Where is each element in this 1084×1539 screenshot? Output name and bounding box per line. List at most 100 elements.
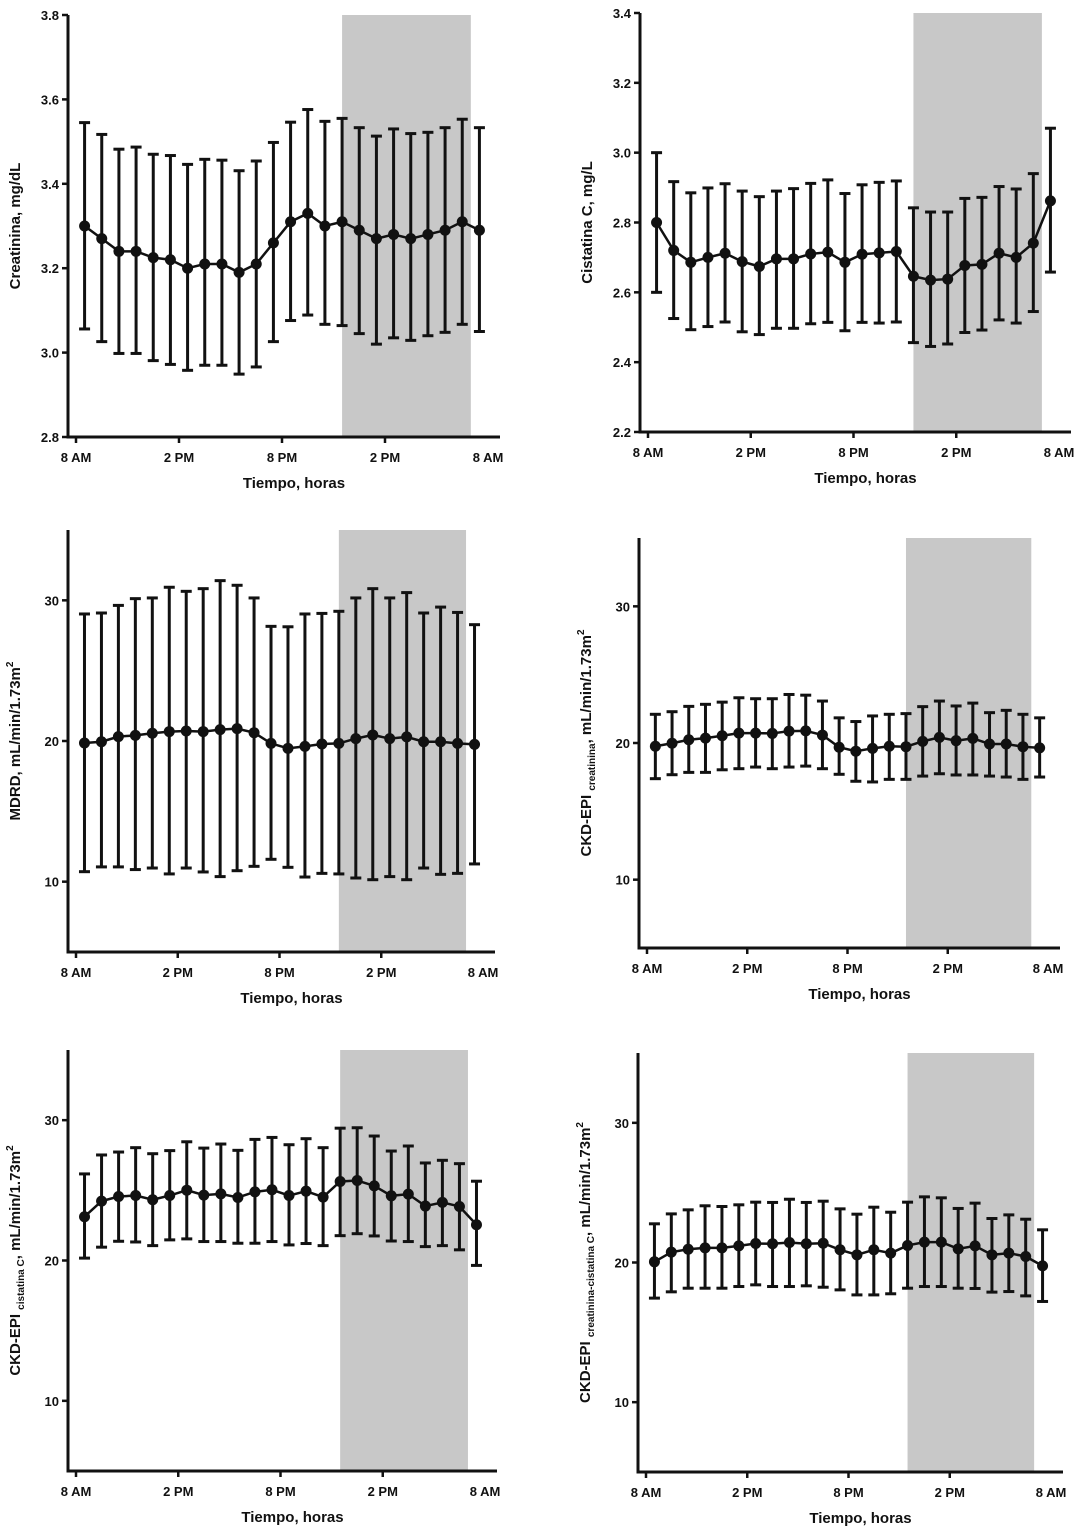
- data-point: [163, 726, 175, 738]
- data-point: [993, 247, 1005, 259]
- data-point: [216, 258, 228, 270]
- data-point: [716, 1242, 728, 1254]
- shaded-period: [913, 13, 1042, 432]
- data-point: [300, 1185, 312, 1197]
- y-tick-label: 3.8: [41, 8, 59, 23]
- y-tick-label: 2.4: [613, 355, 632, 370]
- x-tick-label: 2 PM: [163, 1484, 193, 1499]
- x-tick-label: 2 PM: [370, 450, 400, 465]
- x-axis-title: Tiempo, horas: [814, 470, 916, 487]
- chart-ckd-epi-creatinina-cistatina: 10 20 30 8 AM 2 PM 8 PM 2 PM 8 AM Tiempo, horas C…: [575, 1053, 1066, 1527]
- x-tick-label: 2 PM: [736, 445, 766, 460]
- data-point: [199, 258, 211, 270]
- y-tick-label: 30: [45, 1113, 59, 1128]
- y-axis-title-sub: creatinina: [587, 743, 598, 791]
- y-axis-title-sup: 2: [575, 1122, 586, 1128]
- shaded-period: [340, 1050, 468, 1471]
- data-point: [334, 1175, 346, 1187]
- data-point: [350, 733, 362, 745]
- data-point: [753, 260, 765, 272]
- data-point: [180, 725, 192, 737]
- data-point: [1003, 1247, 1015, 1259]
- y-axis-title-main: Creatinina, mg/dL: [7, 163, 24, 290]
- data-point: [452, 737, 464, 749]
- data-point: [129, 729, 141, 741]
- data-point: [736, 256, 748, 268]
- x-tick-label: 8 AM: [61, 965, 92, 980]
- x-tick-label: 2 PM: [368, 1484, 398, 1499]
- data-point: [969, 1240, 981, 1252]
- data-point: [856, 248, 868, 260]
- y-axis-title: CKD-EPI creatinina, mL/min/1.73m2: [576, 629, 598, 856]
- data-point: [95, 736, 107, 748]
- data-point: [265, 737, 277, 749]
- data-point: [917, 735, 929, 747]
- data-point: [146, 727, 158, 739]
- data-point: [113, 1191, 125, 1203]
- y-tick-label: 3.6: [41, 92, 59, 107]
- data-point: [368, 1180, 380, 1192]
- y-axis-title: Creatinina, mg/dL: [7, 163, 24, 290]
- data-point: [164, 254, 176, 266]
- x-tick-label: 8 AM: [61, 450, 92, 465]
- y-tick-label: 10: [45, 875, 59, 890]
- y-axis-title-main: CKD-EPI: [577, 1337, 594, 1403]
- y-tick-label: 3.0: [613, 146, 631, 161]
- y-axis-title-main: CKD-EPI: [7, 1310, 24, 1376]
- x-axis-title: Tiempo, horas: [241, 1509, 343, 1526]
- data-point: [96, 1195, 108, 1207]
- data-point: [651, 217, 663, 228]
- data-point: [649, 740, 661, 752]
- y-axis-title-tail: , mL/min/1.73m: [578, 635, 595, 743]
- x-axis-title: Tiempo, horas: [809, 1510, 911, 1527]
- data-point: [699, 732, 711, 744]
- x-tick-label: 2 PM: [941, 445, 971, 460]
- chart-creatinina: 2.8 3.0 3.2 3.4 3.6 3.8 8 AM 2 PM 8 PM 2 PM 8 AM Ti…: [7, 8, 503, 492]
- data-point: [850, 745, 862, 757]
- data-point: [834, 1244, 846, 1256]
- data-point: [79, 1211, 91, 1223]
- data-point: [436, 1196, 448, 1208]
- y-axis-title: MDRD, mL/min/1.73m2: [5, 661, 24, 820]
- data-point: [388, 228, 400, 240]
- data-point: [783, 725, 795, 737]
- data-point: [883, 740, 895, 752]
- y-axis-title-main: Cistatina C, mg/L: [579, 161, 596, 284]
- x-tick-label: 8 AM: [470, 1484, 501, 1499]
- x-tick-label: 2 PM: [164, 450, 194, 465]
- data-point: [336, 216, 348, 228]
- data-point: [682, 1243, 694, 1255]
- x-tick-label: 8 PM: [265, 1484, 295, 1499]
- y-axis-title-sup: 2: [5, 1145, 16, 1151]
- y-tick-label: 10: [615, 1395, 629, 1410]
- data-point: [873, 247, 885, 259]
- data-point: [902, 1239, 914, 1251]
- data-point: [469, 738, 481, 750]
- x-tick-label: 8 PM: [267, 450, 297, 465]
- chart-cistatina: 2.2 2.4 2.6 2.8 3.0 3.2 3.4 8 AM 2 PM 8 PM 2 PM 8 A…: [579, 6, 1074, 487]
- data-point: [470, 1219, 482, 1231]
- data-point: [733, 1240, 745, 1252]
- y-axis-title-sub: creatinina-cistatina C: [586, 1236, 597, 1337]
- x-tick-label: 8 PM: [838, 445, 868, 460]
- data-point: [282, 742, 294, 754]
- data-point: [800, 1238, 812, 1250]
- y-tick-label: 10: [45, 1394, 59, 1409]
- data-point: [900, 741, 912, 753]
- data-point: [1037, 1260, 1049, 1272]
- data-point: [439, 224, 451, 236]
- y-tick-label: 3.2: [41, 261, 59, 276]
- data-point: [967, 732, 979, 744]
- data-point: [473, 224, 485, 236]
- data-point: [130, 1190, 142, 1202]
- data-point: [418, 736, 430, 748]
- data-point: [147, 1194, 159, 1206]
- data-point: [984, 738, 996, 750]
- data-point: [788, 253, 800, 265]
- data-point: [231, 723, 243, 735]
- x-tick-label: 8 AM: [468, 965, 499, 980]
- x-tick-label: 2 PM: [163, 965, 193, 980]
- data-point: [164, 1190, 176, 1202]
- data-point: [112, 731, 124, 743]
- data-point: [976, 258, 988, 270]
